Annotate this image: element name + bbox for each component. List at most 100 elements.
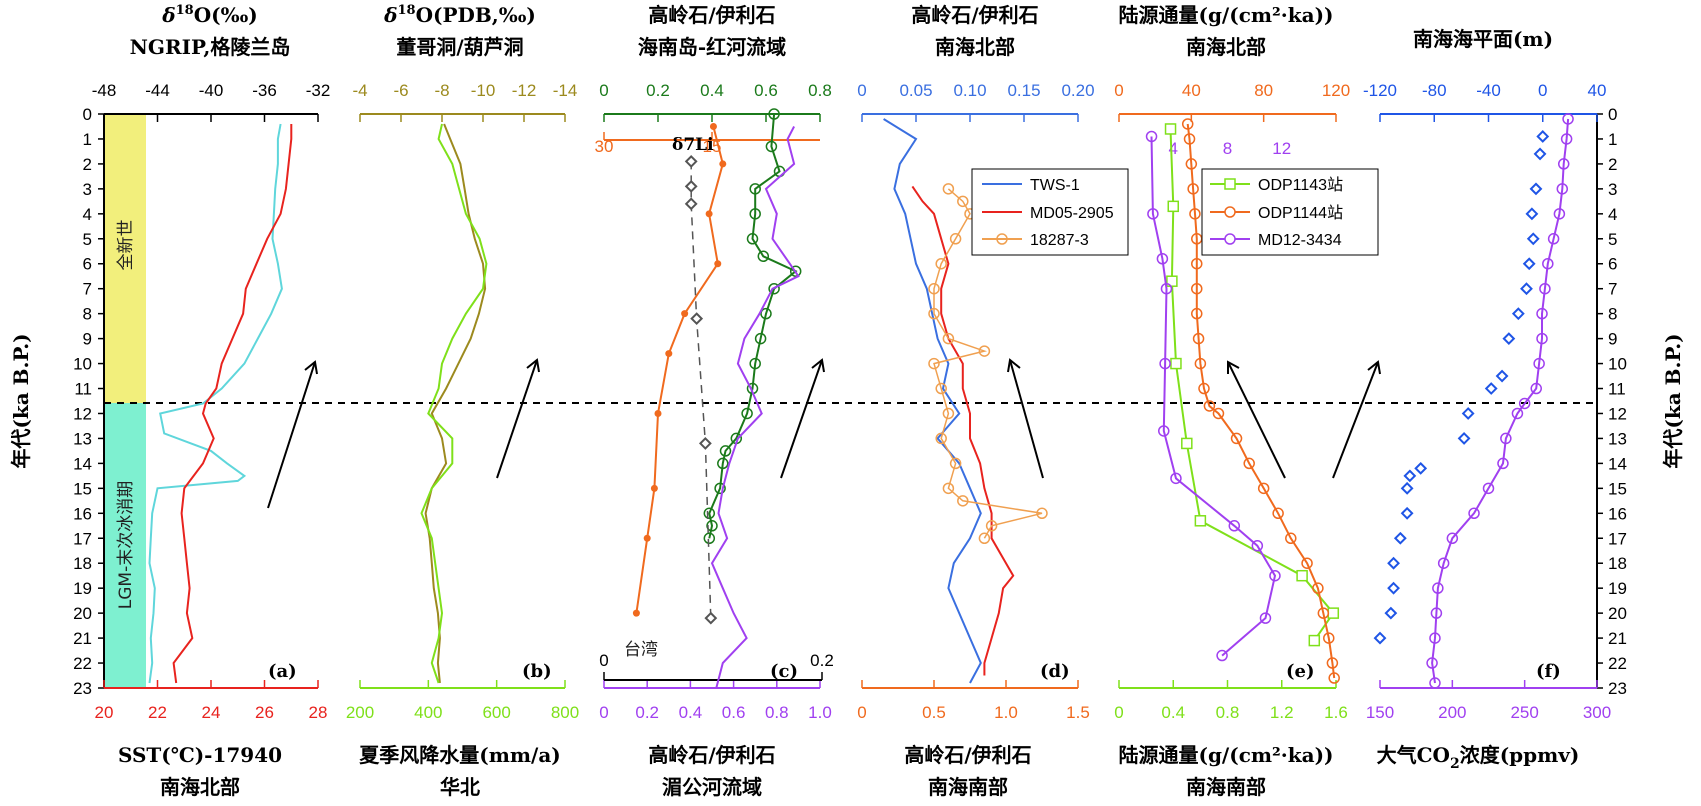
tick-label-a-top-0: -48 — [92, 81, 117, 100]
series-c-6-point-1 — [684, 179, 698, 193]
tick-label-a-bottom-0: 20 — [95, 703, 114, 722]
series-c-5-point-9 — [632, 609, 640, 617]
tick-label-b-top-1: -6 — [393, 81, 408, 100]
y-tick-label-left-1: 1 — [83, 130, 92, 149]
tick-label-e-bottom-2: 0.8 — [1216, 703, 1240, 722]
tick-label-f-bottom-1: 200 — [1438, 703, 1466, 722]
series-e-12-point-14 — [1230, 432, 1243, 445]
legend-e: ODP1143站 ODP1144站 MD12-3434 — [1201, 168, 1379, 256]
title-e-top-1: 陆源通量(g/(cm²·ka)) — [1118, 3, 1333, 27]
series-e-12-point-0 — [1181, 118, 1194, 130]
series-e-12-point-20 — [1312, 582, 1324, 594]
series-e-13-point-8 — [1251, 539, 1264, 552]
series-f-14-point-4 — [1526, 232, 1540, 246]
series-c-4-point-17 — [714, 482, 726, 495]
tick-label-f-bottom-0: 150 — [1366, 703, 1394, 722]
y-tick-label-left-2: 2 — [83, 155, 92, 174]
y-tick-label-right-7: 7 — [1608, 280, 1617, 299]
tick-label-a-top-3: -36 — [252, 81, 277, 100]
tick-label-e-inner-2: 12 — [1272, 139, 1291, 158]
series-f-14-point-15 — [1400, 481, 1414, 495]
series-c-4-point-19 — [706, 520, 718, 532]
series-e-12-point-9 — [1192, 332, 1205, 345]
series-d-10-point-15 — [957, 495, 969, 507]
tick-label-d-bottom-3: 1.5 — [1066, 703, 1090, 722]
series-d-10-point-3 — [949, 233, 962, 245]
legend-e-item-1: ODP1144站 — [1258, 204, 1343, 222]
series-d-10-point-11 — [942, 407, 955, 420]
series-d-8-line — [883, 118, 982, 684]
y-tick-label-left-11: 11 — [74, 380, 92, 399]
tick-label-f-bottom-3: 300 — [1583, 703, 1611, 722]
series-e-13-point-11 — [1216, 649, 1228, 662]
title-c-top-1: 高岭石/伊利石 — [648, 3, 775, 27]
tick-label-c-bottom-3: 0.6 — [722, 703, 746, 722]
tick-label-e-top-2: 80 — [1254, 81, 1273, 100]
title-c-bottom-1: 高岭石/伊利石 — [648, 743, 775, 767]
y-tick-label-left-10: 10 — [73, 355, 92, 374]
y-tick-label-right-23: 23 — [1608, 679, 1627, 698]
series-f-15-point-20 — [1432, 582, 1444, 594]
series-f-15-point-11 — [1530, 382, 1542, 395]
series-e-12-point-15 — [1243, 457, 1255, 470]
series-c-6-point-2 — [684, 197, 698, 211]
series-d-9-line — [911, 185, 1015, 676]
series-c-7-line — [710, 126, 800, 689]
series-f-15-point-0 — [1562, 113, 1574, 125]
series-c-6-line — [690, 161, 712, 619]
series-f-14-point-2 — [1529, 182, 1543, 196]
tick-label-e-top-1: 40 — [1182, 81, 1201, 100]
tick-label-c-bottom-5: 1.0 — [808, 703, 832, 722]
tick-label-c-bottom-0: 0 — [599, 703, 608, 722]
series-e-12-line — [1186, 123, 1336, 679]
series-b-2-line — [424, 123, 487, 684]
series-e-13-point-6 — [1170, 472, 1182, 485]
series-f-15-point-23 — [1426, 657, 1438, 669]
y-tick-label-right-22: 22 — [1608, 654, 1627, 673]
panel-c-taiwan-label: 台湾 — [624, 640, 658, 660]
tick-label-c-bottom-2: 0.4 — [679, 703, 703, 722]
series-e-12-point-19 — [1301, 557, 1313, 569]
series-d-10-point-17 — [985, 520, 998, 532]
series-f-14-point-10 — [1484, 382, 1498, 395]
y-tick-label-left-23: 23 — [73, 679, 92, 698]
tick-label-e-bottom-3: 1.2 — [1270, 703, 1294, 722]
series-f-14-point-14 — [1403, 469, 1417, 483]
tick-label-c-taiwan-0: 0 — [599, 651, 608, 670]
title-b-bottom-2: 华北 — [440, 775, 480, 799]
panel-titles: δ18O(‰) NGRIP,格陵兰岛 δ18O(PDB,‰) 董哥洞/葫芦洞 高… — [118, 3, 1579, 799]
series-d-10-point-8 — [978, 345, 991, 357]
series-e-13-point-7 — [1228, 520, 1241, 532]
y-tick-label-right-1: 1 — [1608, 130, 1617, 149]
tick-label-d-bottom-2: 1.0 — [994, 703, 1018, 722]
series-e-11-point-0 — [1164, 123, 1177, 135]
tick-label-a-top-4: -32 — [306, 81, 331, 100]
series-e-12-point-4 — [1189, 208, 1201, 220]
series-f-15-point-22 — [1429, 632, 1441, 644]
y-tick-label-right-4: 4 — [1608, 205, 1617, 224]
series-f-14-point-1 — [1533, 147, 1547, 161]
y-tick-label-right-16: 16 — [1608, 504, 1627, 523]
series-d-10-point-4 — [935, 257, 947, 270]
tick-label-d-top-3: 0.15 — [1007, 81, 1040, 100]
series-e-12-point-12 — [1203, 400, 1216, 412]
series-e-13-point-5 — [1158, 425, 1170, 437]
series-f-15-point-14 — [1500, 432, 1512, 445]
series-d-10-point-14 — [942, 482, 955, 495]
series-f-14-point-5 — [1522, 257, 1536, 271]
series-e-11-point-3 — [1170, 357, 1182, 370]
title-b-top-1: δ18O(PDB,‰) — [383, 3, 536, 27]
series-c-5-point-3 — [714, 260, 722, 268]
series-c-5-point-1 — [719, 160, 727, 168]
series-c-5-point-7 — [650, 484, 658, 492]
tick-label-b-bottom-1: 400 — [414, 703, 442, 722]
series-e-11-point-8 — [1308, 634, 1321, 647]
y-tick-label-right-5: 5 — [1608, 230, 1617, 249]
series-f-14-point-17 — [1393, 531, 1407, 545]
series-f-15-point-13 — [1511, 407, 1524, 420]
y-tick-label-right-9: 9 — [1608, 330, 1617, 349]
y-axis-label-right: 年代(ka B.P.) — [1661, 333, 1685, 468]
tick-label-f-top-1: -80 — [1422, 81, 1447, 100]
tick-label-c-top-3: 0.6 — [754, 81, 778, 100]
